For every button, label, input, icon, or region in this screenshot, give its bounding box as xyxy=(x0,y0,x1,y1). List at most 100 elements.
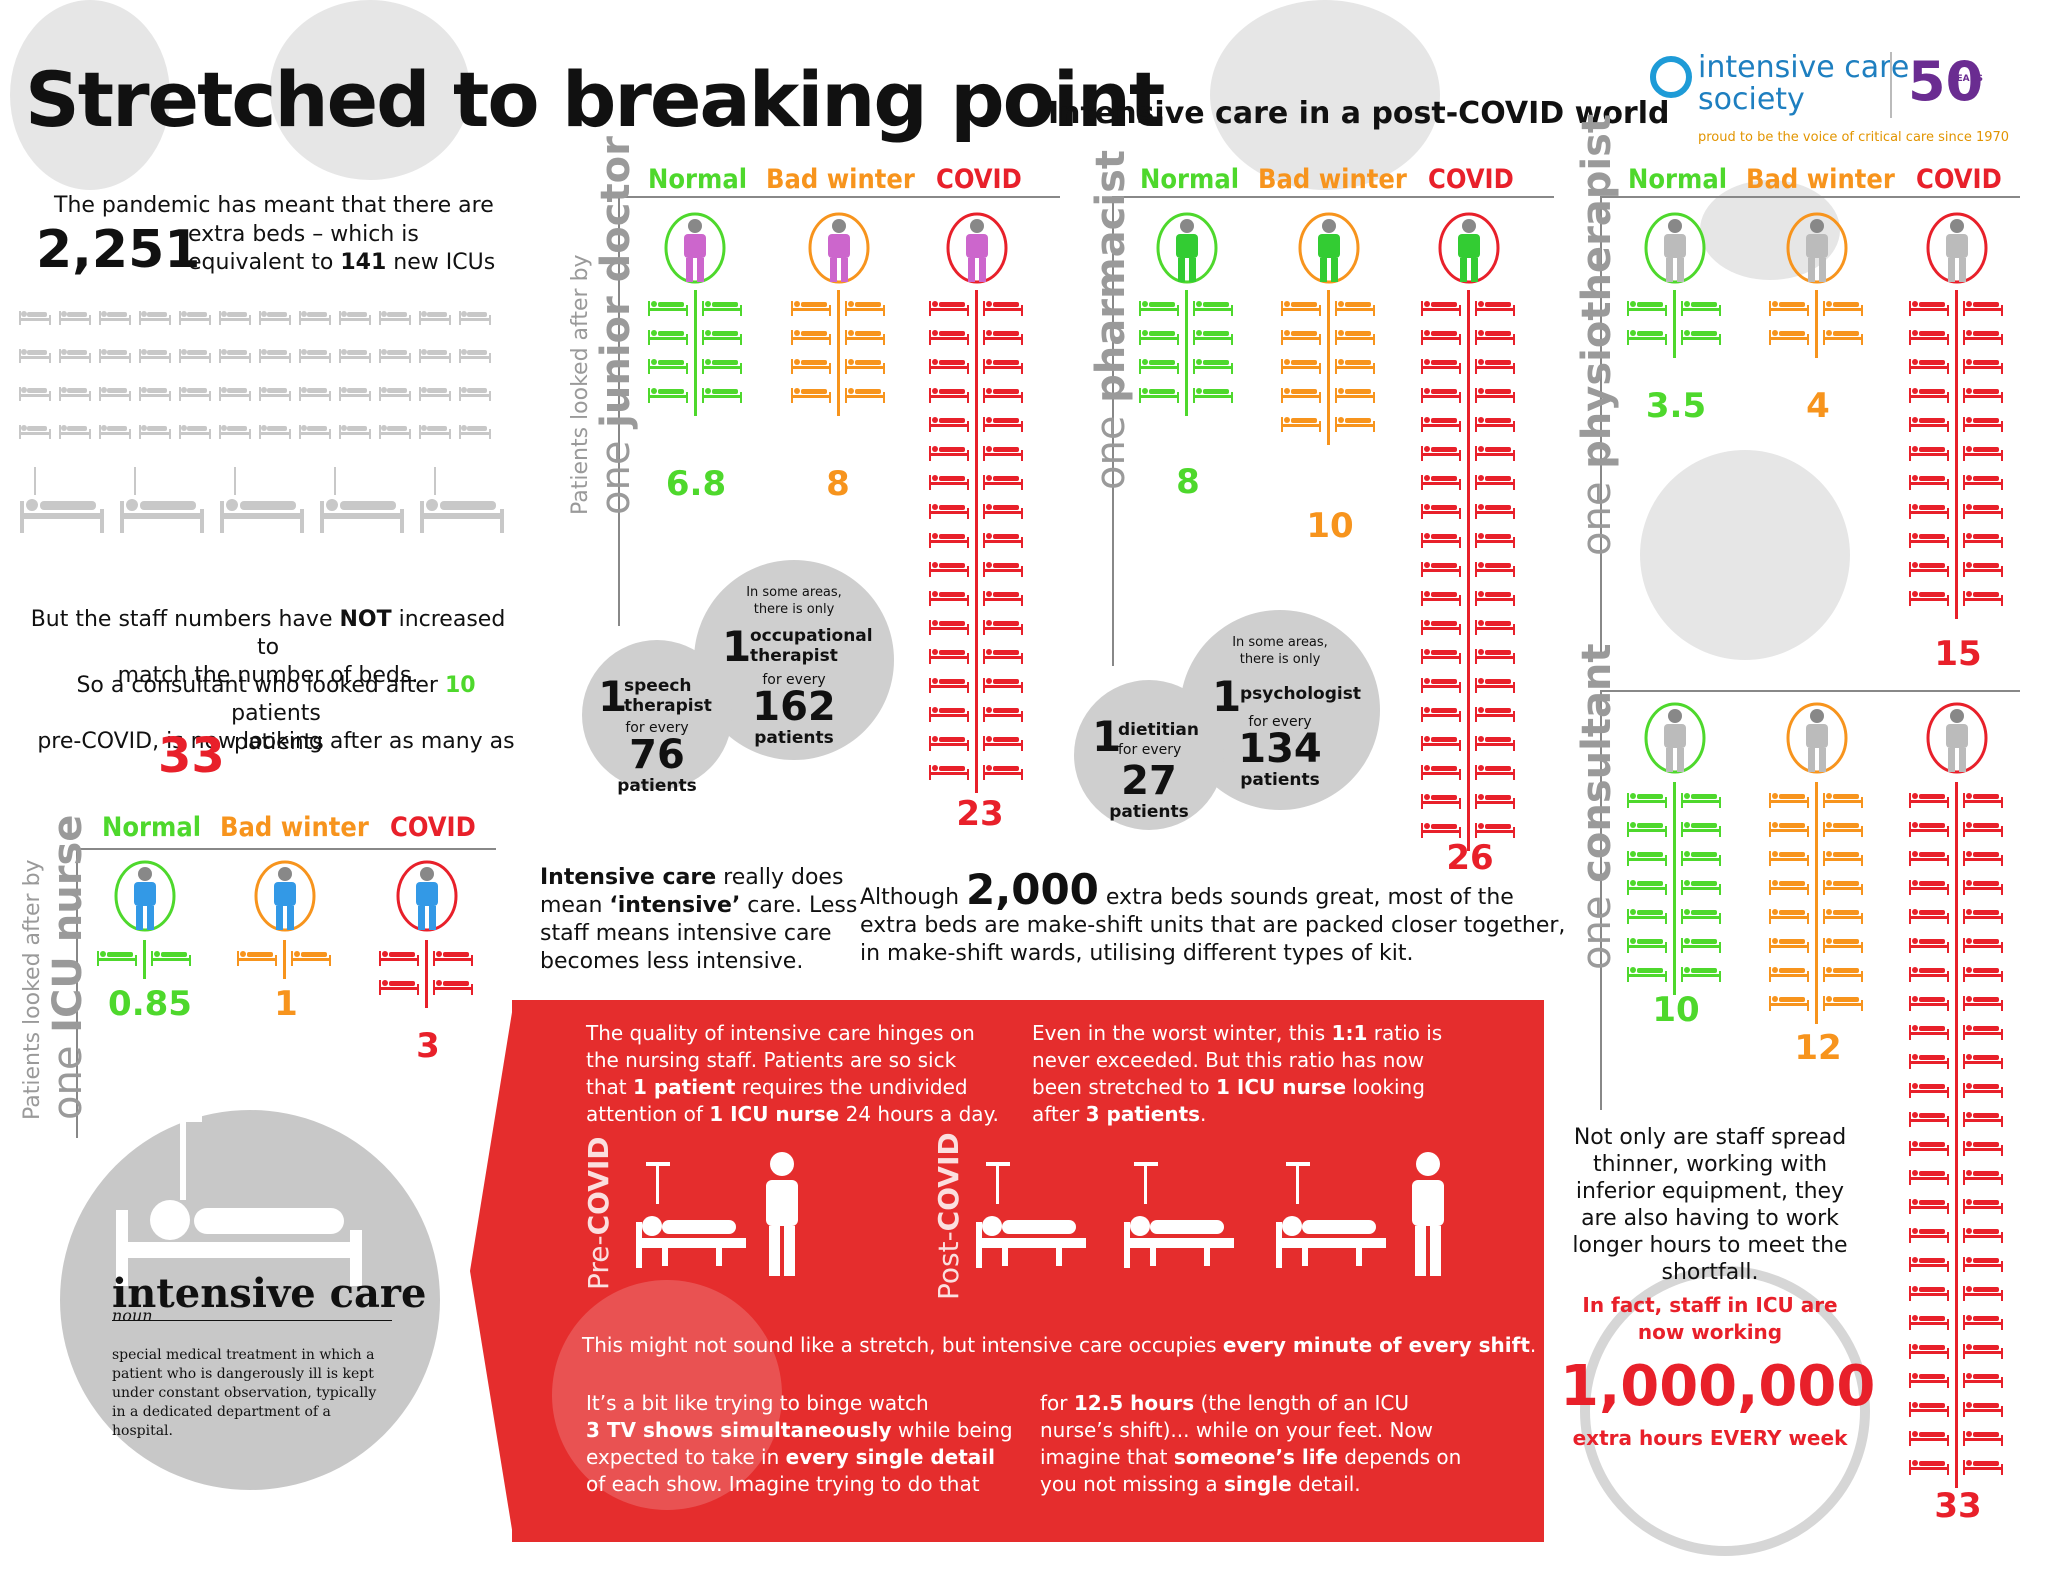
bed-icon xyxy=(298,419,332,441)
jd-normal-bed-icon xyxy=(647,296,689,322)
bed-icon xyxy=(178,381,212,403)
hours-line3a: imagine that xyxy=(1040,1445,1174,1469)
co-normal-bed-icon xyxy=(1680,817,1722,843)
bed-icon xyxy=(298,381,332,403)
jd-covid-bed-icon xyxy=(928,412,970,438)
jd-axis-one: one xyxy=(593,440,639,515)
new-icus-number: 141 xyxy=(340,250,387,275)
co-covid-bed-icon xyxy=(1962,1252,2004,1278)
ph-covid-bed-icon xyxy=(1474,818,1516,844)
pt-covid-bed-icon xyxy=(1908,499,1950,525)
nu-col-bad-winter: Bad winter xyxy=(220,812,369,843)
patient-bed-icon-definition xyxy=(116,1116,362,1286)
jd-covid-bed-icon xyxy=(928,760,970,786)
pt-normal-value: 3.5 xyxy=(1645,386,1707,426)
bed-icon xyxy=(218,343,252,365)
co-covid-bed-icon xyxy=(1908,875,1950,901)
jd-covid-bed-icon xyxy=(982,702,1024,728)
co-covid-bed-icon xyxy=(1962,875,2004,901)
jd-normal-value: 6.8 xyxy=(665,464,727,504)
pt-covid-bed-icon xyxy=(1908,412,1950,438)
co-covid-bed-icon xyxy=(1962,1078,2004,1104)
definition-pos: noun xyxy=(112,1306,153,1325)
ph-winter-pharmacist-icon xyxy=(1296,210,1362,294)
jd-winter-bed-icon xyxy=(844,325,886,351)
ph-covid-bed-icon xyxy=(1420,731,1462,757)
ph-normal-bed-icon xyxy=(1192,383,1234,409)
million-hours-number: 1,000,000 xyxy=(1560,1354,1876,1419)
nu-winter-stem xyxy=(283,940,286,979)
ph-covid-bed-icon xyxy=(1420,586,1462,612)
psychologist-number: 134 xyxy=(1238,726,1322,772)
logo-years-label: YEARS xyxy=(1950,74,1984,84)
jd-covid-bed-icon xyxy=(928,528,970,554)
jd-axis-label: Patients looked after by one junior doct… xyxy=(568,136,639,515)
co-winter-bed-icon xyxy=(1768,846,1810,872)
co-covid-bed-icon xyxy=(1962,1223,2004,1249)
ph-covid-bed-icon xyxy=(1474,383,1516,409)
bed-icon xyxy=(138,305,172,327)
virus-icon-red-bg xyxy=(552,1280,782,1510)
jd-covid-bed-icon xyxy=(982,528,1024,554)
nu-normal-stem xyxy=(143,940,146,979)
quality-line3b: 1 patient xyxy=(632,1075,736,1099)
co-normal-bed-icon xyxy=(1680,933,1722,959)
intensive-line4: becomes less intensive. xyxy=(540,949,804,974)
hours-intro-3: inferior equipment, they xyxy=(1575,1179,1845,1204)
jd-covid-bed-icon xyxy=(928,702,970,728)
pt-covid-bed-icon xyxy=(1962,470,2004,496)
bed-icon xyxy=(218,381,252,403)
ph-normal-stem xyxy=(1185,290,1188,416)
co-normal-bed-icon xyxy=(1680,904,1722,930)
jd-normal-bed-icon xyxy=(701,383,743,409)
pt-covid-bed-icon xyxy=(1962,557,2004,583)
ph-winter-bed-icon xyxy=(1334,325,1376,351)
psychologist-patients: patients xyxy=(1240,770,1320,790)
intensive-line2c: care. Less xyxy=(740,893,858,918)
binge-line4: of each show. Imagine trying to do that xyxy=(586,1472,980,1496)
page-title: Stretched to breaking point xyxy=(25,55,1165,144)
bed-icon xyxy=(58,305,92,327)
grey-bed-grid xyxy=(18,305,508,575)
co-bad-winter-value: 12 xyxy=(1794,1028,1842,1068)
jd-covid-bed-icon xyxy=(928,499,970,525)
co-covid-bed-icon xyxy=(1962,1194,2004,1220)
pt-covid-bed-icon xyxy=(1908,325,1950,351)
clock-icon xyxy=(1580,1266,1870,1556)
stretch-text: This might not sound like a stretch, but… xyxy=(582,1332,1536,1359)
co-covid-bed-icon xyxy=(1962,1281,2004,1307)
jd-winter-doctor-icon xyxy=(806,210,872,294)
pt-covid-bed-icon xyxy=(1908,354,1950,380)
bed-icon xyxy=(458,381,492,403)
pt-axis-label: one physiotherapist xyxy=(1574,114,1620,556)
co-covid-bed-icon xyxy=(1962,1107,2004,1133)
pt-covid-stem xyxy=(1955,290,1958,619)
co-covid-bed-icon xyxy=(1908,1310,1950,1336)
bed-icon xyxy=(378,343,412,365)
pt-covid-bed-icon xyxy=(1962,354,2004,380)
co-normal-bed-icon xyxy=(1680,875,1722,901)
occupational-pre: In some areas, there is only xyxy=(746,585,842,617)
pt-normal-stem xyxy=(1673,290,1676,358)
hours-intro-5: longer hours to meet the xyxy=(1572,1233,1848,1258)
ph-winter-bed-icon xyxy=(1334,412,1376,438)
jd-covid-bed-icon xyxy=(928,615,970,641)
ph-covid-bed-icon xyxy=(1420,673,1462,699)
intensive-line1b: really does xyxy=(716,865,844,890)
hours-intro-text: Not only are staff spread thinner, worki… xyxy=(1560,1124,1860,1286)
bed-icon xyxy=(458,419,492,441)
hours-red-3: extra hours EVERY week xyxy=(1572,1426,1848,1450)
intensive-line1a: Intensive care xyxy=(540,865,717,890)
ph-covid-bed-icon xyxy=(1474,325,1516,351)
quality-line3c: requires the undivided xyxy=(735,1075,968,1099)
consultant-text: So a consultant who looked after 10 pati… xyxy=(36,672,516,756)
post-label-a: Post- xyxy=(932,1231,965,1300)
co-covid-bed-icon xyxy=(1908,933,1950,959)
stretch-a: This might not sound like a stretch, but… xyxy=(582,1333,1223,1357)
binge-line3a: expected to take in xyxy=(586,1445,786,1469)
binge-line1: It’s a bit like trying to binge watch xyxy=(586,1391,929,1415)
red-panel: The quality of intensive care hinges on … xyxy=(512,1000,1544,1542)
nu-col-normal: Normal xyxy=(102,812,202,843)
ics-logo: intensive care society 50 YEARS proud to… xyxy=(1650,50,2010,150)
co-covid-bed-icon xyxy=(1962,904,2004,930)
